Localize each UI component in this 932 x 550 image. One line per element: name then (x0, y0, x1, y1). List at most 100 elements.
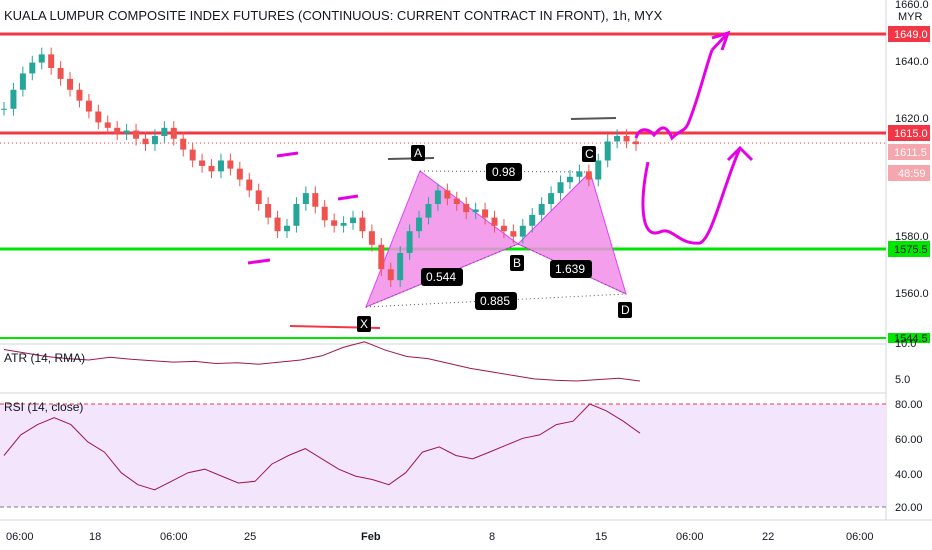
level-tag-1575-bg (888, 241, 930, 257)
ratio-xd: 0.885 (480, 294, 510, 308)
candle-body (217, 160, 224, 172)
candle-body (576, 171, 583, 177)
candle-body (529, 214, 536, 226)
candle-body (548, 193, 555, 204)
point-c-bg (582, 146, 596, 162)
candle-body (491, 217, 498, 226)
time-label-7: 06:00 (676, 531, 704, 543)
level-tag-1615-bg (888, 125, 930, 141)
price-tick-1660: 1660.0 (895, 0, 929, 11)
atr-line (3, 341, 641, 382)
candle-body (378, 244, 385, 270)
candle-body (321, 206, 328, 221)
price-tick-1640: 1640.0 (895, 56, 929, 68)
candle-body (38, 54, 45, 63)
time-label-4: Feb (361, 531, 381, 543)
candle-body (406, 231, 413, 253)
candle-body (142, 138, 149, 145)
candle-body (595, 160, 602, 180)
ratio-ac-bg (486, 163, 522, 181)
ratio-xb-bg (421, 268, 463, 286)
point-d-bg (618, 302, 632, 318)
price-axis[interactable]: 1660.0 MYR 1640.0 1620.0 1580.0 1560.0 1… (888, 0, 930, 514)
currency-label: MYR (898, 11, 923, 23)
level-tag-last: 1611.5 (894, 147, 927, 159)
drawing-dash-2 (276, 151, 299, 158)
level-tag-last-bg (888, 144, 930, 160)
candle-body (397, 252, 404, 281)
candle-body (10, 89, 17, 109)
candle-body (331, 220, 338, 226)
point-b-bg (510, 255, 524, 271)
candle-body (95, 111, 102, 123)
price-tick-1560: 1560.0 (895, 288, 929, 300)
drawing-c-marker (570, 117, 617, 120)
candle-body (538, 204, 545, 215)
candle-body (67, 78, 74, 90)
ratio-bd: 1.639 (555, 262, 585, 276)
time-label-8: 22 (762, 531, 774, 543)
candle-body (274, 217, 281, 232)
countdown-tag: 48:59 (898, 168, 926, 180)
candle-body (29, 62, 36, 74)
time-label-5: 8 (489, 531, 495, 543)
countdown-tag-bg (888, 165, 930, 181)
candle-body (170, 127, 177, 139)
candle-body (208, 165, 215, 172)
candle-body (444, 190, 451, 199)
point-x-bg (357, 316, 371, 332)
time-label-2: 06:00 (160, 531, 188, 543)
candle-body (246, 179, 253, 191)
candle-body (510, 231, 517, 237)
point-d: D (621, 303, 630, 317)
candle-body (283, 225, 290, 232)
candle-body (387, 269, 394, 281)
level-tag-1615: 1615.0 (894, 128, 928, 140)
level-tag-1649-bg (888, 26, 930, 42)
candle-body (293, 204, 300, 226)
time-label-3: 25 (244, 531, 256, 543)
ratio-xb: 0.544 (426, 270, 456, 284)
candle-body (453, 198, 460, 204)
candle-body (519, 225, 526, 237)
candle-body (472, 209, 479, 213)
candle-body (434, 190, 441, 204)
candle-body (368, 231, 375, 245)
time-axis[interactable]: 06:00 18 06:00 25 Feb 8 15 06:00 22 06:0… (6, 531, 874, 543)
candle-body (104, 122, 111, 128)
candle-body (189, 149, 196, 161)
price-tick-1580: 1580.0 (895, 231, 929, 243)
candle-body (255, 190, 262, 204)
candle-body (57, 68, 64, 79)
candle-body (85, 100, 92, 112)
candle-body (350, 217, 357, 224)
level-tag-1544: 1544.5 (894, 333, 928, 345)
candle-body (199, 160, 206, 166)
drawing-dash-1 (247, 258, 271, 265)
candle-body (133, 130, 140, 139)
candle-body (114, 127, 121, 134)
level-tag-1575: 1575.5 (894, 244, 928, 256)
candle-body (425, 204, 432, 218)
rsi-tick-60: 60.00 (895, 434, 923, 446)
candle-body (340, 223, 347, 226)
point-b: B (513, 256, 521, 270)
pattern-labels: X A B C D 0.98 0.544 1.639 0.885 (357, 145, 632, 332)
candle-body (604, 141, 611, 161)
rsi-tick-20: 20.00 (895, 502, 923, 514)
level-tag-1649: 1649.0 (894, 29, 928, 41)
rsi-tick-40: 40.00 (895, 469, 923, 481)
candle-body (482, 209, 489, 218)
pattern-line-xd (365, 293, 627, 308)
candle-body (180, 138, 187, 150)
candle-body (623, 136, 630, 142)
candle-body (161, 127, 168, 136)
chart-title: KUALA LUMPUR COMPOSITE INDEX FUTURES (CO… (4, 8, 663, 23)
point-a: A (414, 146, 422, 160)
pattern-line-ac (419, 170, 591, 173)
time-label-0: 06:00 (6, 531, 34, 543)
time-label-6: 15 (595, 531, 607, 543)
candle-body (123, 130, 130, 134)
candle-body (500, 225, 507, 232)
